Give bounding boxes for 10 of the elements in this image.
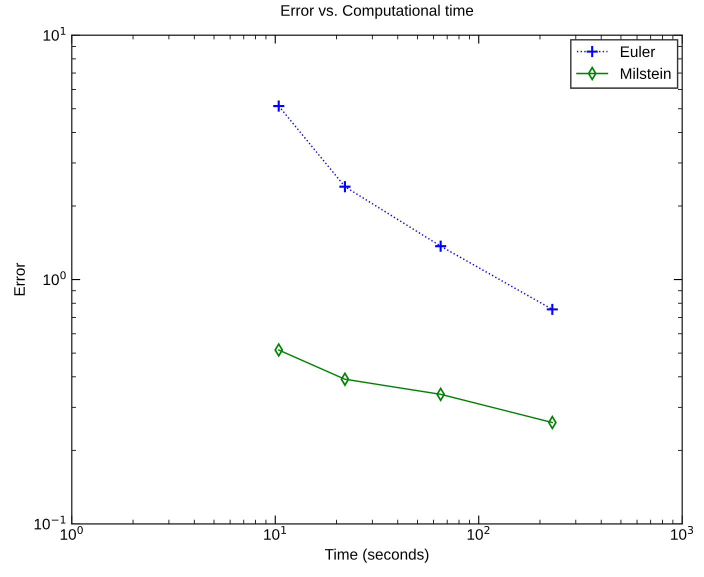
- x-tick-label: 10$^{1}$: [264, 526, 286, 540]
- x-tick-label: 10$^{3}$: [671, 526, 694, 540]
- legend-label: Milstein: [620, 68, 670, 79]
- chart-title: Error vs. Computational time: [281, 4, 474, 19]
- x-axis-title: Time (seconds): [324, 548, 428, 563]
- y-tick-label: 10$^{1}$: [44, 26, 66, 41]
- y-tick-label: 10$^{0}$: [44, 271, 66, 286]
- x-tick-label: 10$^{2}$: [468, 526, 490, 540]
- legend-label: Euler: [620, 46, 656, 58]
- y-axis-title: Error: [14, 262, 25, 296]
